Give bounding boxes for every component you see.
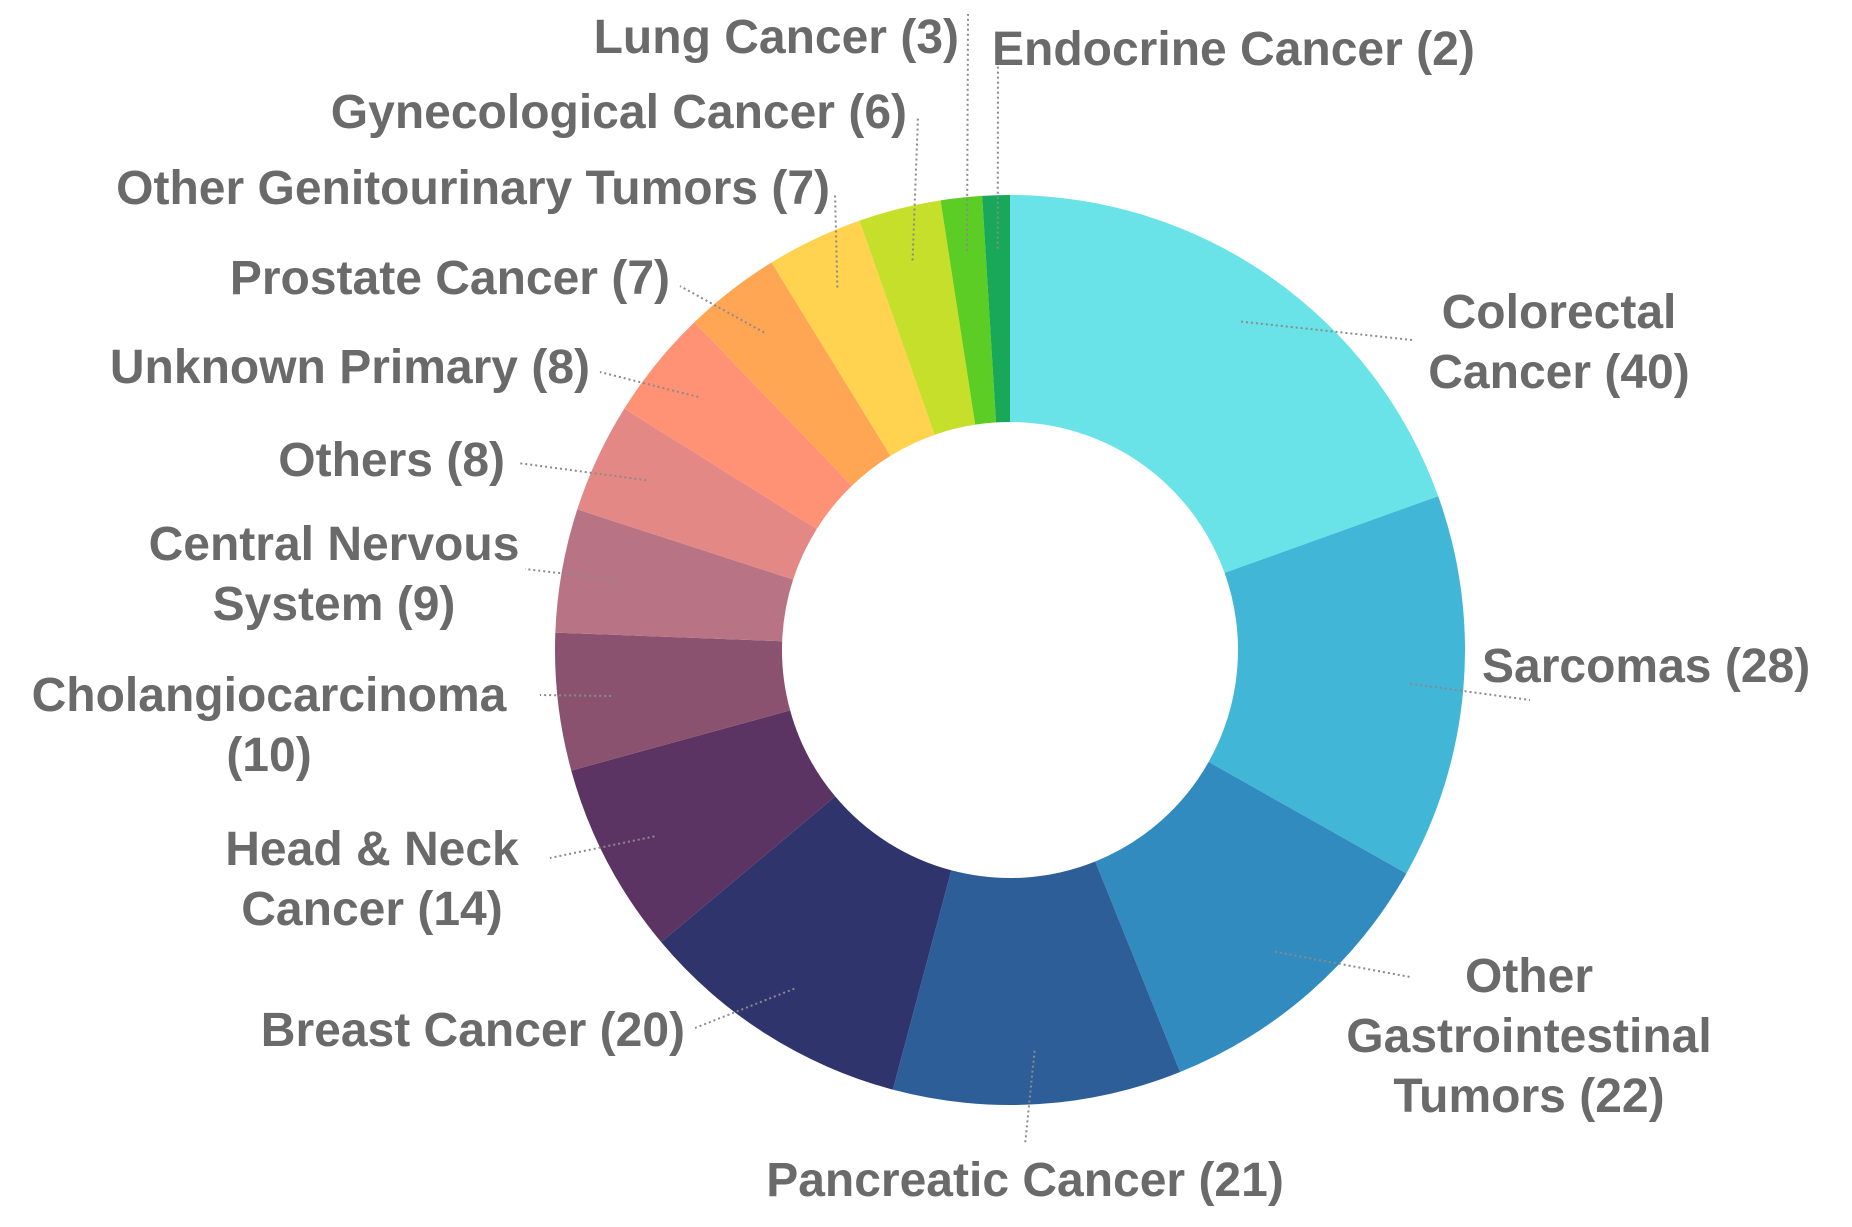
donut-slice (940, 195, 997, 425)
donut-slice (982, 195, 1010, 423)
slice-label: Prostate Cancer (7) (230, 249, 670, 309)
category-label: Sarcomas (1482, 640, 1712, 693)
slice-label: Unknown Primary (8) (110, 338, 590, 398)
leader-line (599, 371, 699, 398)
category-label: Head & Neck Cancer (225, 823, 519, 936)
leader-line (966, 13, 969, 251)
slice-label: Sarcomas (28) (1482, 637, 1810, 697)
category-label: Endocrine Cancer (992, 23, 1403, 76)
category-label: Breast Cancer (260, 1004, 587, 1057)
value-label: (2) (1416, 23, 1475, 76)
donut-slice (694, 262, 891, 486)
category-label: Other Genitourinary Tumors (116, 162, 758, 215)
category-label: Colorectal Cancer (1428, 286, 1677, 399)
slice-label: Gynecological Cancer (6) (331, 83, 907, 143)
category-label: Prostate Cancer (229, 252, 598, 305)
donut-slice (771, 220, 935, 456)
category-label: Gynecological Cancer (330, 86, 835, 139)
donut-slice (892, 861, 1181, 1106)
leader-line (1240, 320, 1413, 341)
category-label: Unknown Primary (109, 341, 518, 394)
leader-line (1024, 1050, 1036, 1146)
value-label: (7) (611, 252, 670, 305)
slice-label: Cholangiocarcinoma (10) (9, 666, 529, 786)
slice-label: Breast Cancer (20) (261, 1001, 685, 1061)
slice-label: Others (8) (278, 431, 505, 491)
donut-slice (661, 796, 952, 1090)
donut-slice (555, 509, 794, 642)
slice-label: Central Nervous System (9) (134, 515, 534, 635)
leader-line (539, 694, 612, 698)
slice-label: Pancreatic Cancer (21) (766, 1151, 1284, 1211)
value-label: (22) (1579, 1070, 1665, 1123)
slice-label: Other Gastrointestinal Tumors (22) (1314, 947, 1744, 1127)
donut-slice (571, 710, 836, 943)
category-label: Other Gastrointestinal Tumors (1346, 950, 1712, 1123)
leader-line (1409, 682, 1531, 701)
category-label: Lung Cancer (593, 11, 887, 64)
value-label: (40) (1604, 346, 1690, 399)
slice-label: Colorectal Cancer (40) (1399, 283, 1719, 403)
donut-slice (1208, 496, 1465, 874)
leader-line (517, 462, 647, 482)
slice-label: Endocrine Cancer (2) (992, 20, 1475, 80)
donut-slice (577, 408, 817, 580)
category-label: Central Nervous System (148, 518, 520, 631)
donut-slice (624, 322, 852, 530)
donut-slice (555, 632, 791, 771)
leader-line (834, 192, 839, 288)
value-label: (9) (396, 578, 456, 631)
donut-slice (859, 200, 976, 435)
leader-line (911, 116, 919, 261)
donut-slice (1095, 761, 1407, 1073)
value-label: (14) (417, 883, 503, 936)
value-label: (28) (1724, 640, 1811, 693)
slice-label: Head & Neck Cancer (14) (212, 820, 532, 940)
value-label: (8) (446, 434, 505, 487)
value-label: (10) (226, 729, 312, 782)
value-label: (6) (848, 86, 907, 139)
category-label: Cholangiocarcinoma (31, 669, 507, 722)
value-label: (21) (1198, 1154, 1284, 1207)
category-label: Others (278, 434, 433, 487)
donut-slice (1010, 195, 1439, 573)
value-label: (7) (771, 162, 830, 215)
slice-label: Other Genitourinary Tumors (7) (116, 159, 830, 219)
leader-line (524, 568, 615, 581)
leader-line (679, 285, 765, 334)
value-label: (3) (900, 11, 959, 64)
value-label: (20) (599, 1004, 685, 1057)
value-label: (8) (531, 341, 590, 394)
category-label: Pancreatic Cancer (766, 1154, 1186, 1207)
slice-label: Lung Cancer (3) (594, 8, 959, 68)
